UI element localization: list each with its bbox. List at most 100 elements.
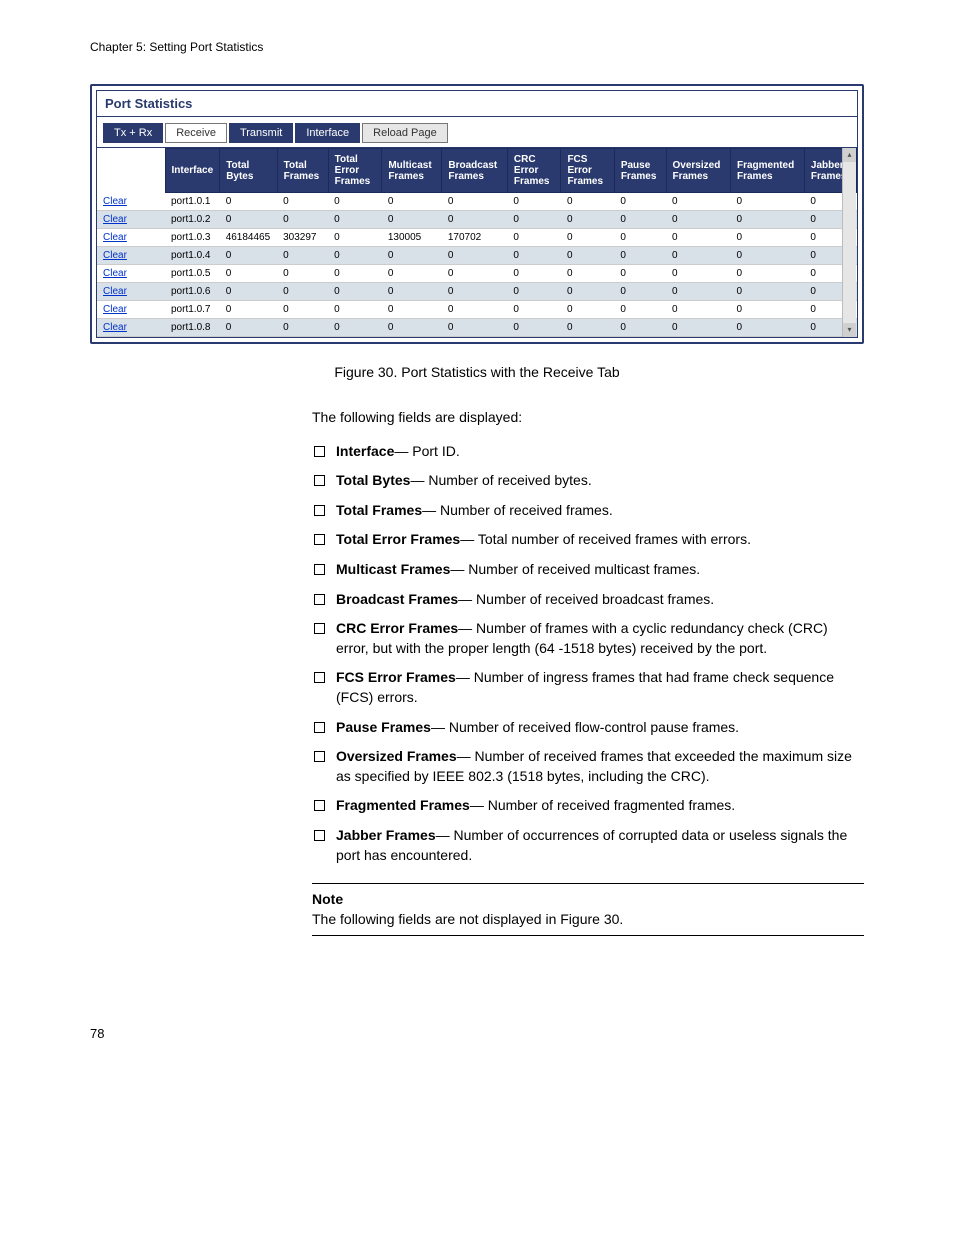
cell-broadcast-frames: 0 bbox=[442, 265, 508, 283]
cell-fcs-error-frames: 0 bbox=[561, 265, 614, 283]
cell-total-bytes: 0 bbox=[220, 319, 277, 337]
cell-oversized-frames: 0 bbox=[666, 247, 730, 265]
cell-interface: port1.0.4 bbox=[165, 247, 220, 265]
field-term: Total Error Frames bbox=[336, 531, 460, 547]
tab-txrx[interactable]: Tx + Rx bbox=[103, 123, 163, 143]
field-term: Jabber Frames bbox=[336, 827, 436, 843]
cell-multicast-frames: 0 bbox=[382, 283, 442, 301]
cell-interface: port1.0.3 bbox=[165, 229, 220, 247]
cell-total-error-frames: 0 bbox=[328, 193, 382, 211]
cell-total-error-frames: 0 bbox=[328, 265, 382, 283]
cell-fragmented-frames: 0 bbox=[730, 211, 804, 229]
col-crc-error-frames: CRC Error Frames bbox=[507, 149, 561, 193]
cell-interface: port1.0.6 bbox=[165, 283, 220, 301]
cell-total-bytes: 0 bbox=[220, 211, 277, 229]
scroll-down-icon[interactable]: ▾ bbox=[843, 323, 856, 337]
cell-total-frames: 0 bbox=[277, 319, 328, 337]
clear-link[interactable]: Clear bbox=[103, 250, 127, 261]
clear-link[interactable]: Clear bbox=[103, 286, 127, 297]
cell-interface: port1.0.2 bbox=[165, 211, 220, 229]
field-item: Pause Frames— Number of received flow-co… bbox=[312, 718, 864, 738]
cell-broadcast-frames: 0 bbox=[442, 283, 508, 301]
col-total-frames: Total Frames bbox=[277, 149, 328, 193]
cell-total-bytes: 0 bbox=[220, 247, 277, 265]
table-row: Clearport1.0.346184465303297013000517070… bbox=[97, 229, 857, 247]
clear-link[interactable]: Clear bbox=[103, 214, 127, 225]
tab-receive[interactable]: Receive bbox=[165, 123, 227, 143]
reload-page-button[interactable]: Reload Page bbox=[362, 123, 448, 143]
clear-link[interactable]: Clear bbox=[103, 268, 127, 279]
cell-interface: port1.0.7 bbox=[165, 301, 220, 319]
table-row: Clearport1.0.800000000000 bbox=[97, 319, 857, 337]
cell-total-bytes: 0 bbox=[220, 193, 277, 211]
col-total-error-frames: Total Error Frames bbox=[328, 149, 382, 193]
clear-link[interactable]: Clear bbox=[103, 232, 127, 243]
cell-fcs-error-frames: 0 bbox=[561, 301, 614, 319]
field-desc: — Number of received flow-control pause … bbox=[431, 719, 739, 735]
col-fragmented-frames: Fragmented Frames bbox=[730, 149, 804, 193]
table-row: Clearport1.0.400000000000 bbox=[97, 247, 857, 265]
cell-fragmented-frames: 0 bbox=[730, 319, 804, 337]
cell-pause-frames: 0 bbox=[614, 319, 666, 337]
cell-fcs-error-frames: 0 bbox=[561, 193, 614, 211]
field-term: Total Frames bbox=[336, 502, 422, 518]
cell-pause-frames: 0 bbox=[614, 265, 666, 283]
tabs-row: Tx + Rx Receive Transmit Interface Reloa… bbox=[96, 117, 858, 148]
field-desc: — Number of received fragmented frames. bbox=[470, 797, 735, 813]
cell-crc-error-frames: 0 bbox=[507, 301, 561, 319]
fields-list: Interface— Port ID.Total Bytes— Number o… bbox=[312, 442, 864, 866]
cell-fcs-error-frames: 0 bbox=[561, 229, 614, 247]
table-row: Clearport1.0.200000000000 bbox=[97, 211, 857, 229]
cell-crc-error-frames: 0 bbox=[507, 283, 561, 301]
cell-total-frames: 0 bbox=[277, 301, 328, 319]
cell-broadcast-frames: 0 bbox=[442, 301, 508, 319]
stats-table-wrap: Interface Total Bytes Total Frames Total… bbox=[96, 148, 858, 338]
cell-total-error-frames: 0 bbox=[328, 229, 382, 247]
field-item: Jabber Frames— Number of occurrences of … bbox=[312, 826, 864, 865]
tab-transmit[interactable]: Transmit bbox=[229, 123, 293, 143]
cell-total-error-frames: 0 bbox=[328, 319, 382, 337]
field-item: Fragmented Frames— Number of received fr… bbox=[312, 796, 864, 816]
cell-fcs-error-frames: 0 bbox=[561, 319, 614, 337]
cell-pause-frames: 0 bbox=[614, 211, 666, 229]
port-statistics-panel: Port Statistics Tx + Rx Receive Transmit… bbox=[90, 84, 864, 344]
col-pause-frames: Pause Frames bbox=[614, 149, 666, 193]
field-term: FCS Error Frames bbox=[336, 669, 456, 685]
cell-crc-error-frames: 0 bbox=[507, 229, 561, 247]
cell-broadcast-frames: 0 bbox=[442, 319, 508, 337]
cell-total-frames: 303297 bbox=[277, 229, 328, 247]
field-item: Broadcast Frames— Number of received bro… bbox=[312, 590, 864, 610]
table-row: Clearport1.0.100000000000 bbox=[97, 193, 857, 211]
intro-text: The following fields are displayed: bbox=[312, 408, 864, 428]
table-row: Clearport1.0.700000000000 bbox=[97, 301, 857, 319]
cell-crc-error-frames: 0 bbox=[507, 211, 561, 229]
field-term: CRC Error Frames bbox=[336, 620, 458, 636]
cell-crc-error-frames: 0 bbox=[507, 193, 561, 211]
figure-caption: Figure 30. Port Statistics with the Rece… bbox=[90, 364, 864, 380]
cell-broadcast-frames: 170702 bbox=[442, 229, 508, 247]
field-term: Oversized Frames bbox=[336, 748, 457, 764]
scroll-up-icon[interactable]: ▴ bbox=[843, 148, 856, 162]
cell-total-error-frames: 0 bbox=[328, 283, 382, 301]
cell-crc-error-frames: 0 bbox=[507, 265, 561, 283]
cell-broadcast-frames: 0 bbox=[442, 193, 508, 211]
field-item: Multicast Frames— Number of received mul… bbox=[312, 560, 864, 580]
clear-link[interactable]: Clear bbox=[103, 322, 127, 333]
tab-interface[interactable]: Interface bbox=[295, 123, 360, 143]
cell-pause-frames: 0 bbox=[614, 193, 666, 211]
cell-pause-frames: 0 bbox=[614, 229, 666, 247]
body-text: The following fields are displayed: Inte… bbox=[312, 408, 864, 936]
clear-link[interactable]: Clear bbox=[103, 304, 127, 315]
col-multicast-frames: Multicast Frames bbox=[382, 149, 442, 193]
cell-fcs-error-frames: 0 bbox=[561, 211, 614, 229]
cell-crc-error-frames: 0 bbox=[507, 319, 561, 337]
cell-oversized-frames: 0 bbox=[666, 283, 730, 301]
clear-link[interactable]: Clear bbox=[103, 196, 127, 207]
cell-total-error-frames: 0 bbox=[328, 301, 382, 319]
field-desc: — Number of received bytes. bbox=[410, 472, 591, 488]
field-item: FCS Error Frames— Number of ingress fram… bbox=[312, 668, 864, 707]
cell-multicast-frames: 0 bbox=[382, 247, 442, 265]
vertical-scrollbar[interactable]: ▴ ▾ bbox=[842, 148, 856, 337]
field-term: Fragmented Frames bbox=[336, 797, 470, 813]
field-item: Total Bytes— Number of received bytes. bbox=[312, 471, 864, 491]
